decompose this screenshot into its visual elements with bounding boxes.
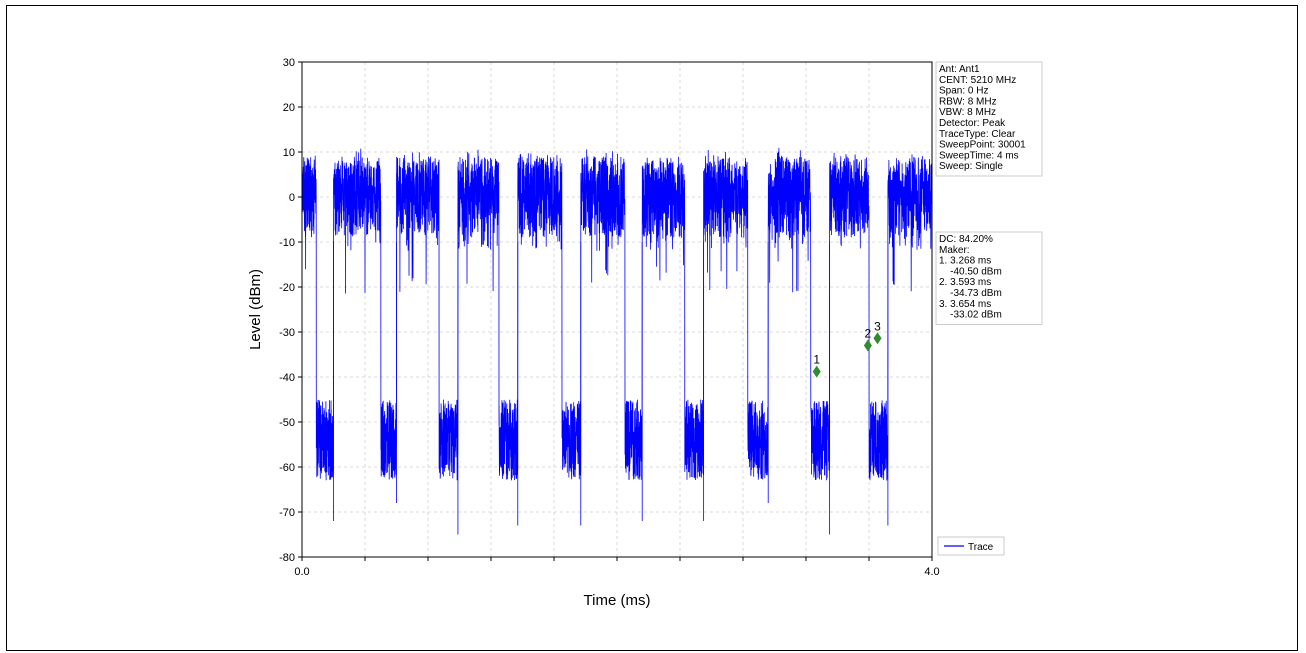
info-box-line: VBW: 8 MHz [939,107,996,118]
info-box-line: Ant: Ant1 [939,64,980,75]
marker-label: 3 [874,319,881,333]
y-tick-label: -20 [279,282,295,294]
y-tick-label: -50 [279,417,295,429]
trace-line [301,147,933,481]
y-tick-label: -30 [279,327,295,339]
axis-ticks: 30 20 10 0 -10 -20 -30 -40 -50 -60 -70 -80 0.0 4.0 [279,57,940,578]
marker-diamond [873,332,882,345]
y-tick-label: 30 [283,57,295,69]
marker-info-box: DC: 84.20%Maker:1. 3.268 ms -40.50 dBm2.… [935,231,1043,325]
y-tick-label: -10 [279,237,295,249]
legend-frame [937,536,1005,556]
marker-box-line: 2. 3.593 ms [939,277,991,288]
marker-box-line: -33.02 dBm [939,310,1002,321]
marker-box-line: DC: 84.20% [939,234,993,245]
marker-diamond [812,365,821,378]
legend-label: Trace [968,542,994,553]
figure-frame [6,5,1298,651]
y-tick-label: -70 [279,507,295,519]
info-box-line: SweepTime: 4 ms [939,150,1019,161]
x-tick-label: 4.0 [924,566,939,578]
marker-diamond [863,339,872,352]
marker-label: 2 [865,327,872,341]
trace-series [301,147,933,535]
marker-box-line: Maker: [939,245,970,256]
info-box-line: Detector: Peak [939,118,1006,129]
y-tick-label: -40 [279,372,295,384]
chart-figure: 30 20 10 0 -10 -20 -30 -40 -50 -60 -70 -80 0.0 4.0 1 2… [210,50,1090,635]
info-box-line: Sweep: Single [939,161,1003,172]
marker-box-line: 1. 3.268 ms [939,256,991,267]
chart-svg: 30 20 10 0 -10 -20 -30 -40 -50 -60 -70 -80 0.0 4.0 1 2… [247,57,1043,609]
y-tick-label: 0 [289,192,295,204]
y-tick-label: 20 [283,102,295,114]
y-tick-label: -80 [279,552,295,564]
x-tick-label: 0.0 [294,566,309,578]
legend: Trace [937,536,1005,556]
info-box-line: SweepPoint: 30001 [939,140,1026,151]
marker-label: 1 [813,353,820,367]
markers: 1 23 [812,319,882,378]
y-tick-label: -60 [279,462,295,474]
info-box-line: CENT: 5210 MHz [939,75,1016,86]
x-axis-label: Time (ms) [584,592,651,609]
y-axis-label: Level (dBm) [247,269,264,350]
marker-box-line: -34.73 dBm [939,288,1002,299]
y-tick-label: 10 [283,147,295,159]
marker-box-line: 3. 3.654 ms [939,299,991,310]
marker-box-line: -40.50 dBm [939,266,1002,277]
info-box-line: TraceType: Clear [939,129,1016,140]
info-box-frame [935,61,1043,177]
info-box-line: Span: 0 Hz [939,86,988,97]
marker-box-frame [935,231,1043,325]
info-box-line: RBW: 8 MHz [939,96,997,107]
